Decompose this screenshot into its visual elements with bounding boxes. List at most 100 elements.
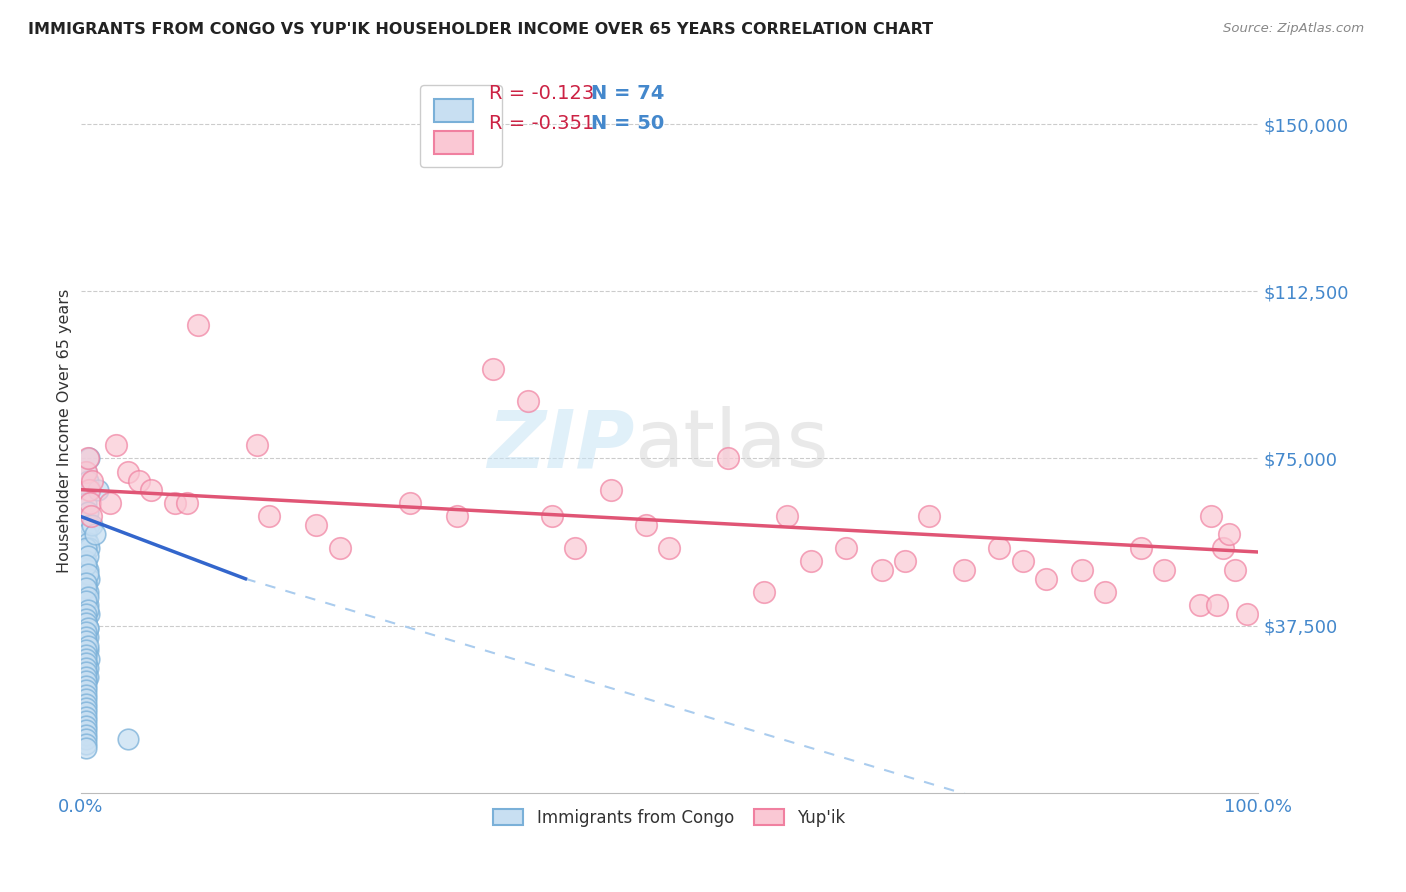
Point xyxy=(76,621,98,635)
Point xyxy=(75,634,97,648)
Text: ZIP: ZIP xyxy=(486,406,634,484)
Point xyxy=(399,496,422,510)
Point xyxy=(76,590,98,604)
Point xyxy=(76,603,98,617)
Point xyxy=(76,585,98,599)
Y-axis label: Householder Income Over 65 years: Householder Income Over 65 years xyxy=(58,288,72,573)
Point xyxy=(564,541,586,555)
Point xyxy=(76,451,98,466)
Point xyxy=(1153,563,1175,577)
Legend: Immigrants from Congo, Yup'ik: Immigrants from Congo, Yup'ik xyxy=(485,800,853,835)
Point xyxy=(517,393,540,408)
Point xyxy=(1129,541,1152,555)
Point xyxy=(75,741,97,756)
Point xyxy=(917,509,939,524)
Point xyxy=(75,706,97,720)
Point xyxy=(246,438,269,452)
Point xyxy=(75,590,97,604)
Point xyxy=(117,465,139,479)
Text: IMMIGRANTS FROM CONGO VS YUP'IK HOUSEHOLDER INCOME OVER 65 YEARS CORRELATION CHA: IMMIGRANTS FROM CONGO VS YUP'IK HOUSEHOL… xyxy=(28,22,934,37)
Point xyxy=(77,541,100,555)
Point xyxy=(75,728,97,742)
Point xyxy=(75,723,97,738)
Point xyxy=(75,616,97,631)
Point xyxy=(75,541,97,555)
Point xyxy=(481,362,503,376)
Point xyxy=(75,670,97,684)
Point xyxy=(1218,527,1240,541)
Point xyxy=(75,612,97,626)
Point xyxy=(82,518,104,533)
Point xyxy=(1206,599,1229,613)
Point xyxy=(75,616,97,631)
Point xyxy=(776,509,799,524)
Point xyxy=(76,661,98,675)
Point xyxy=(75,576,97,591)
Point xyxy=(77,607,100,622)
Point xyxy=(1012,554,1035,568)
Point xyxy=(75,665,97,680)
Point xyxy=(988,541,1011,555)
Point xyxy=(77,518,100,533)
Point xyxy=(835,541,858,555)
Point xyxy=(75,701,97,715)
Point xyxy=(75,674,97,689)
Point xyxy=(79,483,101,497)
Point xyxy=(87,483,110,497)
Point xyxy=(77,451,100,466)
Point xyxy=(76,563,98,577)
Text: Source: ZipAtlas.com: Source: ZipAtlas.com xyxy=(1223,22,1364,36)
Point xyxy=(76,536,98,550)
Point xyxy=(75,576,97,591)
Point xyxy=(117,732,139,747)
Point xyxy=(658,541,681,555)
Point xyxy=(77,483,100,497)
Point xyxy=(1212,541,1234,555)
Point xyxy=(75,607,97,622)
Point xyxy=(104,438,127,452)
Point xyxy=(75,719,97,733)
Point xyxy=(76,474,98,488)
Point xyxy=(870,563,893,577)
Point xyxy=(1236,607,1258,622)
Point xyxy=(82,474,104,488)
Point xyxy=(77,572,100,586)
Point xyxy=(305,518,328,533)
Point xyxy=(446,509,468,524)
Point xyxy=(80,509,103,524)
Point xyxy=(76,567,98,582)
Point xyxy=(75,625,97,640)
Point xyxy=(75,643,97,657)
Point xyxy=(75,527,97,541)
Point xyxy=(76,549,98,564)
Point xyxy=(75,737,97,751)
Point xyxy=(75,683,97,698)
Point xyxy=(75,688,97,702)
Point xyxy=(800,554,823,568)
Text: N = 74: N = 74 xyxy=(591,84,664,103)
Point xyxy=(79,496,101,510)
Point xyxy=(75,465,97,479)
Point xyxy=(75,657,97,671)
Point xyxy=(1201,509,1223,524)
Point xyxy=(75,661,97,675)
Point xyxy=(1223,563,1246,577)
Point xyxy=(75,594,97,608)
Point xyxy=(76,670,98,684)
Text: R = -0.123: R = -0.123 xyxy=(489,84,595,103)
Point xyxy=(77,652,100,666)
Point xyxy=(1188,599,1211,613)
Point xyxy=(599,483,621,497)
Point xyxy=(717,451,740,466)
Point xyxy=(187,318,209,332)
Point xyxy=(83,527,105,541)
Point xyxy=(76,505,98,519)
Point xyxy=(76,643,98,657)
Point xyxy=(141,483,163,497)
Point xyxy=(1070,563,1092,577)
Point xyxy=(163,496,186,510)
Point xyxy=(75,581,97,595)
Point xyxy=(75,558,97,573)
Point xyxy=(329,541,352,555)
Point xyxy=(1035,572,1057,586)
